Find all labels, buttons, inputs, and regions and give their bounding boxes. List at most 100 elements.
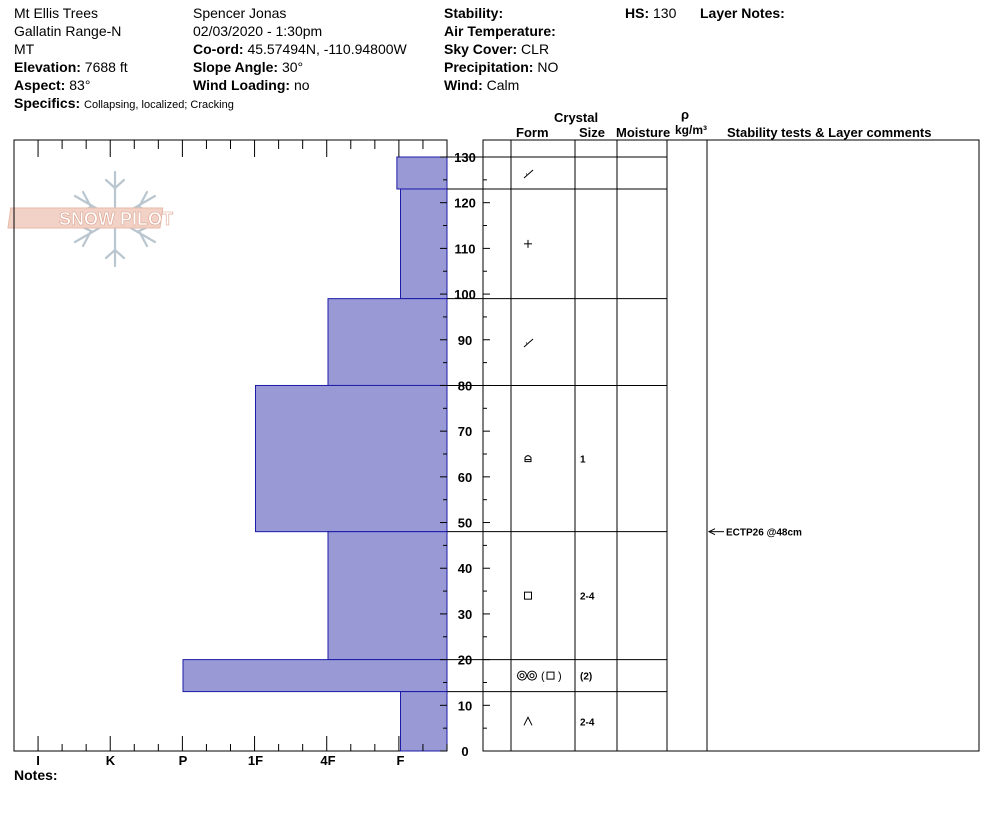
melt-forms-facets-icon: () bbox=[517, 670, 562, 683]
height-label: 70 bbox=[458, 424, 472, 439]
faceted-crystals-icon bbox=[524, 591, 532, 600]
svg-text:): ) bbox=[558, 671, 562, 683]
height-label: 10 bbox=[458, 698, 472, 713]
air-temperature: Air Temperature: bbox=[444, 22, 556, 40]
layer-notes-label: Layer Notes: bbox=[700, 5, 785, 21]
height-label: 100 bbox=[454, 287, 476, 302]
hardness-bar-4 bbox=[327, 531, 448, 661]
air-temp-label: Air Temperature: bbox=[444, 23, 556, 39]
crystal-size: (2) bbox=[580, 672, 592, 683]
height-label: 90 bbox=[458, 333, 472, 348]
stability-test-label: ECTP26 @48cm bbox=[726, 528, 802, 539]
hardness-bar-5 bbox=[182, 659, 448, 693]
decomposing-fragments-icon bbox=[523, 169, 534, 179]
aspect: Aspect: 83° bbox=[14, 76, 90, 94]
hs-label: HS: bbox=[625, 5, 650, 21]
crystal-sizes: 1 2-4 (2) 2-4 bbox=[580, 455, 595, 729]
coord-value: 45.57494N, -110.94800W bbox=[247, 41, 407, 57]
height-label: 110 bbox=[455, 241, 476, 256]
hardness-bar-1 bbox=[400, 188, 448, 300]
slope-value: 30° bbox=[281, 59, 304, 75]
height-label: 0 bbox=[461, 744, 468, 759]
location: Mt Ellis Trees bbox=[14, 5, 99, 21]
notes-label: Notes: bbox=[14, 767, 58, 783]
elevation: Elevation: 7688 ft bbox=[14, 58, 128, 76]
height-label: 120 bbox=[454, 196, 476, 211]
hardness-label-F: F bbox=[397, 753, 405, 768]
hardness-label-P: P bbox=[179, 753, 188, 768]
range: Gallatin Range-N bbox=[14, 23, 122, 39]
hs: HS: 130 bbox=[625, 4, 676, 22]
hs-value: 130 bbox=[653, 5, 677, 21]
hardness-bar-6 bbox=[400, 691, 448, 752]
hardness-bar-0 bbox=[396, 156, 448, 190]
sky-label: Sky Cover: bbox=[444, 41, 518, 57]
hardness-label-I: I bbox=[36, 753, 40, 768]
precipitation: Precipitation: NO bbox=[444, 58, 558, 76]
layer-notes: Layer Notes: bbox=[700, 4, 785, 22]
slope-label: Slope Angle: bbox=[193, 59, 279, 75]
specifics-label: Specifics: bbox=[14, 95, 81, 111]
col-form: Form bbox=[516, 125, 549, 140]
logo-text: SNOW PILOT bbox=[59, 209, 173, 229]
col-moisture: Moisture bbox=[616, 125, 670, 140]
aspect-label: Aspect: bbox=[14, 77, 66, 93]
height-label: 50 bbox=[458, 516, 472, 531]
hardness-label-K: K bbox=[106, 753, 116, 768]
observer: Spencer Jonas bbox=[193, 5, 287, 21]
precipitation-particles-icon bbox=[524, 239, 532, 248]
depth-hoar-icon bbox=[523, 716, 533, 726]
stability-tests: ECTP26 @48cm bbox=[707, 528, 802, 539]
sky-value: CLR bbox=[521, 41, 550, 57]
notes: Notes: bbox=[14, 766, 58, 784]
wind-value: Calm bbox=[486, 77, 520, 93]
state: MT bbox=[14, 41, 35, 57]
stability-label: Stability: bbox=[444, 5, 504, 21]
height-label: 60 bbox=[458, 470, 472, 485]
sky-cover: Sky Cover: CLR bbox=[444, 40, 549, 58]
wind-loading-label: Wind Loading: bbox=[193, 77, 291, 93]
specifics: Specifics: Collapsing, localized; Cracki… bbox=[14, 94, 234, 114]
coord-label: Co-ord: bbox=[193, 41, 244, 57]
hardness-bar-2 bbox=[327, 298, 448, 386]
crystal-size: 2-4 bbox=[580, 592, 595, 603]
precip-value: NO bbox=[537, 59, 559, 75]
hardness-label-4F: 4F bbox=[320, 753, 335, 768]
col-crystal: Crystal bbox=[554, 110, 598, 125]
crystal-size: 1 bbox=[580, 455, 586, 466]
hardness-bar-3 bbox=[255, 384, 448, 533]
aspect-value: 83° bbox=[69, 77, 91, 93]
layer-boundaries bbox=[447, 156, 667, 693]
rounded-facets-icon bbox=[524, 455, 532, 463]
hardness-bars bbox=[182, 156, 448, 752]
slope-angle: Slope Angle: 30° bbox=[193, 58, 303, 76]
height-label: 30 bbox=[458, 607, 472, 622]
wind-label: Wind: bbox=[444, 77, 483, 93]
height-label: 40 bbox=[458, 561, 472, 576]
snowpilot-logo: SNOW PILOT bbox=[7, 170, 173, 268]
crystal-size: 2-4 bbox=[580, 717, 595, 728]
wind-loading-value: no bbox=[293, 77, 310, 93]
svg-text:(: ( bbox=[541, 671, 545, 683]
col-density-unit: kg/m³ bbox=[675, 123, 707, 137]
col-stability-tests: Stability tests & Layer comments bbox=[727, 125, 931, 140]
crystal-forms: () bbox=[517, 169, 562, 726]
hardness-label-1F: 1F bbox=[248, 753, 263, 768]
wind-loading: Wind Loading: no bbox=[193, 76, 310, 94]
elevation-label: Elevation: bbox=[14, 59, 81, 75]
arrow-head-icon bbox=[707, 528, 716, 536]
datetime: 02/03/2020 - 1:30pm bbox=[193, 23, 323, 39]
hardness-labels: I K P 1F 4F F bbox=[36, 753, 404, 768]
wind: Wind: Calm bbox=[444, 76, 519, 94]
elevation-value: 7688 ft bbox=[84, 59, 128, 75]
top-ticks bbox=[13, 140, 448, 157]
specifics-value: Collapsing, localized; Cracking bbox=[84, 99, 234, 111]
col-rho: ρ bbox=[681, 107, 689, 122]
bottom-ticks bbox=[13, 736, 448, 751]
stability: Stability: bbox=[444, 4, 503, 22]
decomposing-fragments-icon bbox=[523, 338, 534, 348]
precip-label: Precipitation: bbox=[444, 59, 534, 75]
col-size: Size bbox=[579, 125, 605, 140]
layer-table bbox=[482, 139, 980, 752]
